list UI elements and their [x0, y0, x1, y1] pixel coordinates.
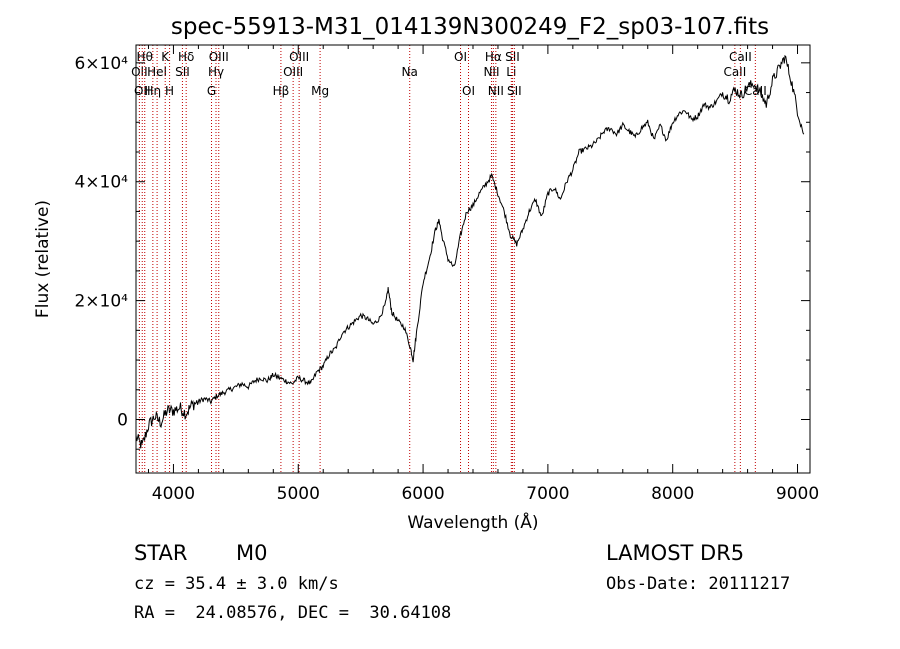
- spectral-line-label: Mg: [311, 84, 329, 98]
- spectral-line-label: SII: [507, 84, 522, 98]
- spectral-line-label: Hβ: [273, 84, 290, 98]
- x-tick-label: 7000: [526, 484, 569, 504]
- spectral-line-label: Hδ: [178, 50, 194, 64]
- spectral-line-label: Hθ: [137, 50, 153, 64]
- object-class: STAR: [134, 541, 188, 565]
- x-tick-label: 4000: [152, 484, 195, 504]
- spectral-line-label: NII: [488, 84, 504, 98]
- y-tick-label: 2×10⁴: [74, 292, 128, 312]
- spectral-line-label: OII: [131, 65, 148, 79]
- spectral-line-label: OI: [462, 84, 475, 98]
- spectral-line-label: CaII: [723, 65, 746, 79]
- spectral-line-label: K: [161, 50, 170, 64]
- spectral-line-label: Hη: [145, 84, 162, 98]
- spectral-line-label: Hγ: [208, 65, 224, 79]
- x-tick-label: 5000: [277, 484, 320, 504]
- spectrum-series: [135, 54, 805, 449]
- spectral-line-label: G: [207, 84, 216, 98]
- x-tick-label: 9000: [776, 484, 819, 504]
- spectrum-line: [135, 54, 805, 449]
- x-tick-label: 6000: [401, 484, 444, 504]
- sky-coordinates: RA = 24.08576, DEC = 30.64108: [134, 603, 452, 623]
- x-axis-label: Wavelength (Å): [407, 511, 538, 533]
- spectral-lines: OIIOIIHθHηHeIKHSIIHδGHγOIIIHβOIIIOIIIMgN…: [131, 45, 767, 473]
- spectral-line-label: Na: [402, 65, 418, 79]
- spectral-line-label: OII: [134, 84, 151, 98]
- spectral-line-label: Hα: [485, 50, 502, 64]
- chart-title: spec-55913-M31_014139N300249_F2_sp03-107…: [171, 14, 769, 40]
- y-tick-label: 0: [117, 411, 128, 431]
- spectral-line-label: H: [165, 84, 174, 98]
- spectral-line-label: OIII: [209, 50, 229, 64]
- spectral-line-label: HeI: [147, 65, 167, 79]
- spectral-line-label: OI: [454, 50, 467, 64]
- spectral-line-label: OIII: [283, 65, 303, 79]
- spectral-line-label: SII: [505, 50, 520, 64]
- object-subclass: M0: [236, 541, 268, 565]
- survey-name: LAMOST DR5: [606, 541, 745, 565]
- spectral-line-label: CaII: [729, 50, 752, 64]
- spectral-line-label: SII: [175, 65, 190, 79]
- x-tick-label: 8000: [651, 484, 694, 504]
- x-axis: 4000 5000 6000 7000 8000 9000: [147, 45, 819, 504]
- observation-date: Obs-Date: 20111217: [606, 574, 791, 594]
- spectral-line-label: OIII: [289, 50, 309, 64]
- y-tick-label: 4×10⁴: [74, 173, 128, 193]
- y-axis: 0 2×10⁴ 4×10⁴ 6×10⁴: [74, 54, 810, 450]
- y-tick-label: 6×10⁴: [74, 54, 128, 74]
- spectral-line-label: Li: [506, 65, 516, 79]
- y-axis-label: Flux (relative): [33, 200, 53, 318]
- redshift-velocity: cz = 35.4 ± 3.0 km/s: [134, 574, 339, 594]
- spectral-line-label: NII: [483, 65, 499, 79]
